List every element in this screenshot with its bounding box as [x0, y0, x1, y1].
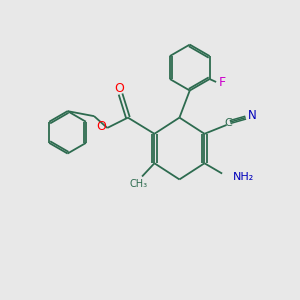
Text: NH₂: NH₂: [232, 172, 254, 182]
Text: CH₃: CH₃: [129, 179, 147, 189]
Text: F: F: [218, 76, 226, 89]
Text: O: O: [97, 120, 106, 133]
Text: O: O: [114, 82, 124, 95]
Text: C: C: [224, 118, 232, 128]
Text: N: N: [248, 109, 256, 122]
